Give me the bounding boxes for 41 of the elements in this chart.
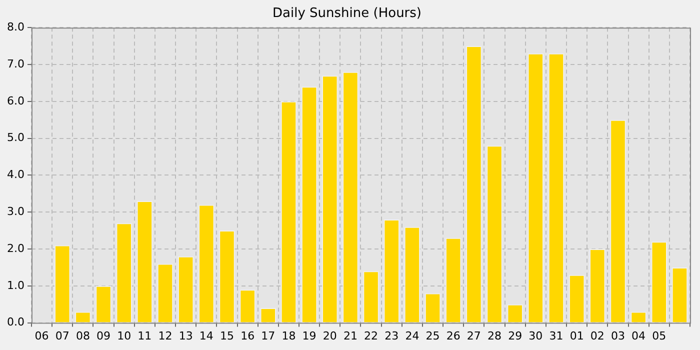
y-tick-label: 8.0: [6, 20, 24, 34]
y-tick-label: 4.0: [6, 168, 24, 182]
x-tick-label: 02: [590, 329, 604, 342]
y-tick-label: 7.0: [6, 57, 24, 70]
chart-title: Daily Sunshine (Hours): [272, 6, 422, 22]
x-tick-label: 06: [34, 329, 49, 342]
y-tick-label: 5.0: [6, 131, 24, 144]
x-tick-label: 14: [199, 329, 214, 342]
y-tick-label: 0.0: [6, 316, 24, 329]
y-tick-label: 3.0: [6, 204, 24, 218]
x-tick-label: 10: [117, 329, 132, 342]
x-tick-label: 28: [488, 329, 502, 342]
x-tick-label: 25: [426, 329, 440, 342]
y-tick-label: 6.0: [6, 94, 24, 108]
x-tick-label: 23: [384, 329, 399, 342]
x-tick-label: 22: [364, 329, 378, 342]
x-tick-label: 01: [570, 329, 584, 342]
x-tick-label: 09: [96, 329, 111, 342]
x-tick-label: 27: [466, 329, 481, 342]
x-tick-label: 12: [158, 329, 172, 342]
y-tick-label: 1.0: [6, 278, 24, 292]
x-tick-label: 21: [343, 329, 358, 342]
x-tick-label: 26: [446, 329, 460, 342]
x-tick-label: 15: [220, 329, 234, 342]
y-tick-label: 2.0: [6, 242, 24, 255]
x-tick-label: 08: [76, 329, 90, 342]
x-tick-label: 03: [610, 329, 625, 342]
x-tick-label: 18: [282, 329, 296, 342]
x-tick-label: 13: [178, 329, 193, 342]
x-tick-label: 24: [405, 329, 420, 342]
x-tick-label: 30: [528, 329, 543, 342]
x-tick-label: 17: [261, 329, 276, 342]
x-tick-label: 07: [55, 329, 70, 342]
x-tick-label: 05: [652, 329, 666, 342]
x-tick-label: 16: [240, 329, 255, 342]
x-tick-label: 04: [632, 329, 646, 342]
x-tick-label: 31: [549, 329, 564, 342]
x-tick-label: 29: [508, 329, 522, 342]
x-tick-label: 19: [302, 329, 316, 342]
x-tick-label: 20: [322, 329, 337, 342]
x-tick-label: 11: [138, 329, 152, 342]
